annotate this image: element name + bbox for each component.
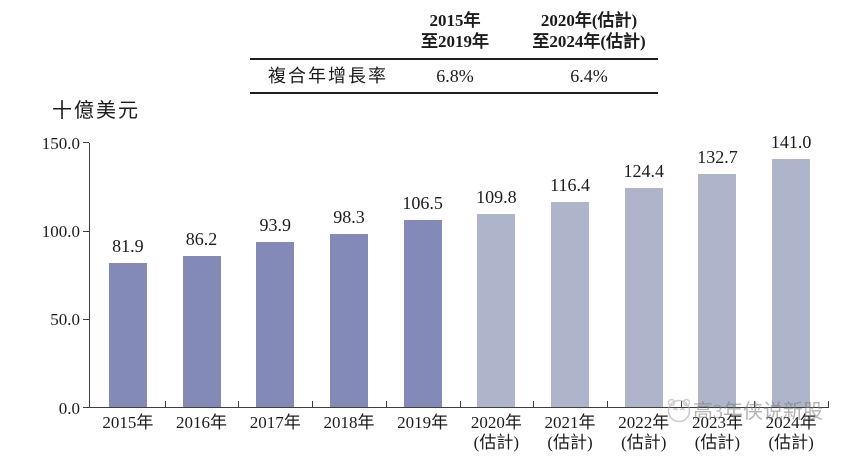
bar-value-label: 98.3 [333,207,365,228]
bar [698,173,737,407]
bar [624,188,663,407]
y-axis-line [89,143,90,408]
x-axis-tick [385,401,387,408]
bar-value-label: 141.0 [770,131,812,152]
y-axis-tick-label: 150.0 [41,133,80,153]
x-axis-label-year: 2022年 [618,413,670,432]
x-axis-label-year: 2015年 [102,413,154,432]
bar-value-label: 132.7 [697,146,738,167]
y-axis-unit-label: 十億美元 [52,100,140,122]
x-axis-tick [533,401,535,408]
x-axis-label: 2019年 [386,413,460,433]
x-axis-tick [459,401,461,408]
cagr-period-2-line-2: 至2024年(估計) [532,32,646,51]
cagr-value-row: 複合年增長率 6.8% 6.4% [250,65,658,87]
bar [108,263,147,407]
bar [772,158,811,407]
cagr-value-2015-2019: 6.8% [436,66,474,86]
cagr-period-1-line-2: 至2019年 [421,32,489,51]
bar-value-label: 93.9 [259,215,292,236]
y-axis-tick [83,318,89,320]
bar-value-label: 106.5 [402,192,443,213]
x-axis-label: 2018年 [312,413,386,433]
x-axis-label-year: 2019年 [397,413,449,432]
x-axis-label: 2022年 (估計) [607,413,681,453]
x-axis-line [89,406,829,408]
x-axis-label: 2015年 [91,413,165,433]
bar-value-label: 86.2 [185,228,218,249]
x-axis-label-year: 2016年 [176,413,228,432]
bar [477,214,516,407]
bar [403,219,442,407]
y-axis-tick [83,142,89,144]
x-axis-tick [312,401,314,408]
bar [329,234,368,407]
y-axis-tick-label: 0.0 [58,398,80,418]
x-axis-tick [754,401,756,408]
x-axis-label-estimate: (估計) [473,433,519,452]
x-axis-tick [828,401,829,408]
cagr-header-period-2020-2024: 2020年(估計) 至2024年(估計) [520,10,658,52]
cagr-period-2-line-1: 2020年(估計) [540,11,638,30]
x-axis-label-year: 2021年 [544,413,596,432]
x-axis-label: 2021年 (估計) [533,413,607,453]
x-axis-label-estimate: (估計) [621,433,667,452]
x-axis-label: 2024年 (估計) [754,413,828,453]
table-rule-top [250,58,658,60]
x-axis-label: 2017年 [238,413,312,433]
x-axis-tick [164,401,166,408]
x-axis-label-estimate: (估計) [547,433,593,452]
bar [182,255,221,407]
y-axis-tick-label: 50.0 [50,310,80,330]
x-axis-label-year: 2023年 [691,413,743,432]
bar [256,242,295,407]
x-axis-tick [680,401,682,408]
y-axis-tick-label: 100.0 [41,221,80,241]
bar-value-label: 116.4 [550,175,590,196]
cagr-row-label: 複合年增長率 [268,66,388,86]
x-axis-tick [238,401,240,408]
x-axis-label-year: 2024年 [765,413,817,432]
x-axis-label-year: 2020年 [470,413,522,432]
x-axis-label-year: 2018年 [323,413,375,432]
bar-value-label: 109.8 [476,187,517,208]
table-rule-bottom [250,92,658,94]
cagr-header-period-2015-2019: 2015年 至2019年 [390,10,520,52]
bar [551,202,590,407]
cagr-table: 2015年 至2019年 2020年(估計) 至2024年(估計) 複合年增長率… [250,10,658,94]
x-axis-label: 2016年 [165,413,239,433]
cagr-period-1-line-1: 2015年 [429,11,481,30]
y-axis-tick [83,230,89,232]
x-axis-label: 2020年 (估計) [459,413,533,453]
x-axis-label: 2023年 (估計) [680,413,754,453]
y-axis-tick [83,407,89,409]
x-axis-tick [606,401,608,408]
x-axis-label-estimate: (估計) [694,433,741,452]
cagr-value-2020-2024: 6.4% [570,66,608,86]
x-axis-label-year: 2017年 [249,413,301,432]
cagr-table-header-row: 2015年 至2019年 2020年(估計) 至2024年(估計) [250,10,658,52]
bar-value-label: 124.4 [623,161,665,182]
x-axis-label-estimate: (估計) [768,433,814,452]
bar-value-label: 81.9 [112,236,144,257]
